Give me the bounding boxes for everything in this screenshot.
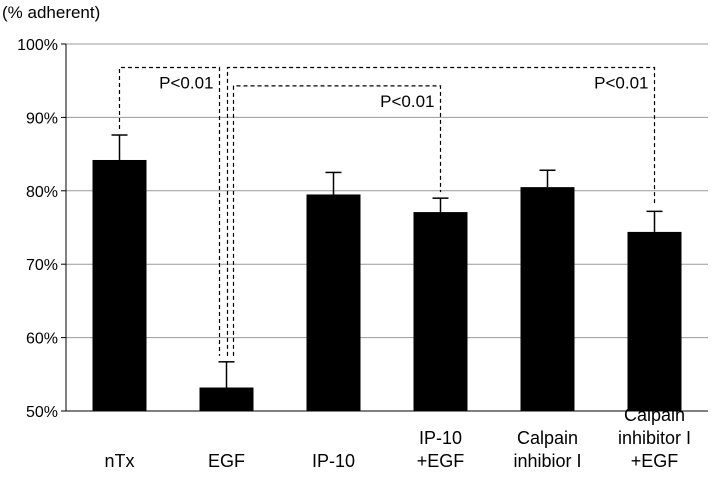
x-category-label: Calpain inhibior I [513,428,581,471]
error-bars [111,134,663,388]
significance-bracket [118,66,221,356]
y-axis-ticks: 50% 60% 70% 80% 90% 100% [17,37,66,421]
x-category-label-line: IP-10 [312,451,355,471]
x-category-label-line: inhibitor I [618,428,691,448]
significance-bracket [226,66,656,356]
bar [520,187,575,411]
y-axis-unit-label: (% adherent) [2,3,100,22]
significance-bracket [232,85,442,356]
y-tick-label: 100% [17,37,58,54]
x-category-label-line: Calpain [517,428,578,448]
x-category-label-line: EGF [208,451,245,471]
bar [199,387,254,411]
x-category-label-line: Calpain [624,405,685,425]
bars [92,159,682,411]
x-category-label: Calpain inhibitor I +EGF [618,405,691,471]
significance-label: P<0.01 [159,73,213,92]
y-tick-label: 50% [26,404,58,421]
y-tick-label: 80% [26,184,58,201]
significance-label: P<0.01 [380,92,434,111]
x-category-label: IP-10 [312,451,355,471]
axes [65,44,708,412]
y-tick-label: 70% [26,257,58,274]
x-category-label-line: +EGF [631,451,679,471]
x-category-label: nTx [104,451,134,471]
significance-brackets: P<0.01 P<0.01 P<0.01 [118,66,656,356]
bar [306,194,361,411]
significance-label: P<0.01 [594,73,648,92]
x-category-label-line: inhibior I [513,451,581,471]
bar [627,231,682,411]
x-category-label-line: nTx [104,451,134,471]
y-tick-label: 60% [26,331,58,348]
bar [413,212,468,411]
x-category-label: EGF [208,451,245,471]
x-category-label-line: +EGF [417,451,465,471]
bar [92,159,147,411]
y-tick-label: 90% [26,110,58,127]
gridlines [66,43,708,339]
x-category-label-line: IP-10 [419,428,462,448]
x-category-label: IP-10 +EGF [417,428,465,471]
